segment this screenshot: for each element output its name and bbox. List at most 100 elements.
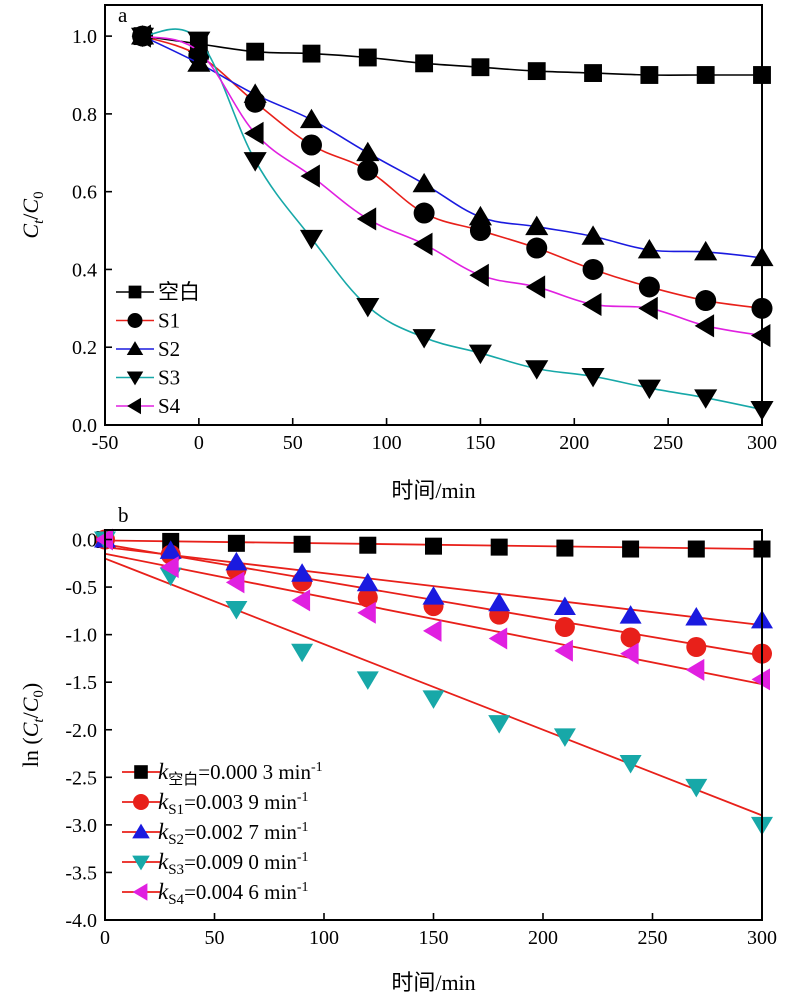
panel-b-data-point <box>490 538 508 556</box>
panel-a-data-point <box>299 108 324 129</box>
panel-b-data-point <box>556 539 574 557</box>
panel-a-ylabel-c: C <box>18 224 43 239</box>
b-x-tick-label: 0 <box>100 927 110 949</box>
a-y-tick-label: 0.2 <box>72 337 97 359</box>
panel-a-data-point <box>694 389 718 409</box>
a-y-tick-label: 0.4 <box>72 259 97 281</box>
panel-a-legend-label: S3 <box>158 366 180 390</box>
panel-a-data-point <box>413 202 435 224</box>
panel-b-legend-k-value: =0.002 7 min <box>184 820 297 844</box>
panel-a-series-3 <box>130 27 774 421</box>
b-x-tick-label: 100 <box>309 927 339 949</box>
panel-b-legend-k-sub: 空白 <box>168 771 198 788</box>
panel-b-data-point <box>356 572 379 592</box>
a-x-tick-label: 50 <box>283 432 303 454</box>
panel-a-legend-label: S1 <box>158 309 180 333</box>
panel-a-data-point <box>525 275 546 299</box>
panel-b-legend-k-sup: -1 <box>297 880 309 895</box>
panel-a-legend-marker <box>128 285 142 299</box>
panel-b-legend-item-4: kS4=0.004 6 min-1 <box>122 879 309 908</box>
panel-a-data-point <box>527 62 546 81</box>
panel-a-data-point <box>468 205 492 226</box>
panel-b-data-point <box>94 528 113 551</box>
panel-a-data-point <box>187 40 208 64</box>
panel-b-data-point <box>687 540 705 558</box>
panel-b-legend-label: k空白=0.000 3 min-1 <box>158 759 323 788</box>
panel-a-data-point <box>694 240 718 261</box>
panel-b-data-point <box>422 690 445 709</box>
panel-b-data-point <box>356 671 379 690</box>
panel-b-ylabel-c: C <box>18 722 43 737</box>
panel-b-data-point <box>359 536 377 554</box>
b-y-tick-label: -3.5 <box>65 862 97 884</box>
panel-b-data-point <box>620 642 639 665</box>
panel-b-data-point <box>686 637 707 657</box>
panel-a-series-line <box>142 35 763 310</box>
panel-a-data-point <box>356 297 380 318</box>
panel-a-ylabel-sub-t: t <box>31 219 47 224</box>
panel-a-data-point <box>246 42 265 61</box>
panel-a-data-point <box>584 64 602 82</box>
panel-b-legend-item-2: kS2=0.002 7 min-1 <box>122 819 309 848</box>
panel-a-legend-marker <box>127 397 141 415</box>
panel-b-data-point <box>751 668 770 691</box>
panel-b-legend-item-1: kS1=0.003 9 min-1 <box>122 789 309 818</box>
panel-b-data-point <box>685 778 708 798</box>
panel-b-legend-k: k <box>158 849 169 874</box>
panel-b-data-point <box>423 619 442 642</box>
panel-a-data-point <box>356 141 380 162</box>
panel-a-data-point <box>750 324 771 348</box>
panel-a-data-point <box>526 237 548 259</box>
panel-a-legend-label: 空白 <box>158 280 200 304</box>
b-x-tick-label: 250 <box>638 927 668 949</box>
panel-a-legend-item-4: S4 <box>116 394 181 418</box>
panel-b-legend-k-sub: S3 <box>168 862 184 878</box>
panel-b-ylabel-sub-t: t <box>31 718 47 723</box>
a-x-tick-label: 150 <box>465 432 495 454</box>
panel-a-data-point <box>300 134 322 156</box>
panel-b-data-point <box>227 534 245 552</box>
panel-a-legend-item-1: S1 <box>116 309 180 333</box>
panel-a-legend-marker <box>126 341 144 355</box>
panel-a-data-point <box>468 344 492 365</box>
panel-a-data-point <box>187 31 211 52</box>
a-x-tick-label: -50 <box>92 432 119 454</box>
panel-a-series-4 <box>131 24 771 348</box>
panel-b-fit-line <box>104 552 763 685</box>
panel-a-data-point <box>640 66 659 84</box>
b-x-tick-label: 50 <box>205 927 225 949</box>
panel-b-data-point <box>554 617 575 638</box>
panel-b-legend-label: kS3=0.009 0 min-1 <box>158 849 309 878</box>
a-x-tick-label: 200 <box>559 432 589 454</box>
panel-a-legend-label: S4 <box>158 394 181 418</box>
panel-a-data-point <box>469 263 489 287</box>
panel-b-y-axis-title: ln (Ct/C0) <box>18 683 47 767</box>
panel-b-data-point <box>554 639 573 662</box>
panel-a-data-point <box>187 52 211 72</box>
panel-b-legend-marker <box>132 883 148 901</box>
panel-b-data-point <box>422 586 445 605</box>
panel-b-legend-k-sup: -1 <box>297 850 309 865</box>
panel-a-data-point <box>581 225 605 245</box>
a-x-tick-label: 250 <box>653 432 683 454</box>
panel-a-series-2 <box>130 25 774 267</box>
panel-b-series-markers-0 <box>96 531 771 558</box>
a-x-tick-label: 0 <box>194 432 204 454</box>
panel-b-ylabel-slash: / <box>18 711 43 718</box>
panel-b-legend-k-value: =0.009 0 min <box>184 850 297 874</box>
panel-b-series-4 <box>104 552 763 685</box>
panel-a-data-point <box>413 232 433 256</box>
panel-b-x-axis-title: 时间/min <box>391 970 475 995</box>
b-x-tick-label: 300 <box>747 927 777 949</box>
a-y-tick-label: 0.8 <box>72 104 97 126</box>
panel-b-legend-marker <box>133 794 149 810</box>
panel-b-legend-k-value: =0.003 9 min <box>184 790 297 814</box>
panel-b-legend-k: k <box>158 789 169 814</box>
panel-a-plot-frame <box>104 4 763 426</box>
panel-b-fit-line <box>104 557 763 817</box>
panel-a-legend-item-0: 空白 <box>116 280 200 304</box>
panel-a-legend-marker <box>126 371 144 386</box>
panel-a-data-point <box>471 58 490 77</box>
panel-a-letter: a <box>118 3 128 27</box>
